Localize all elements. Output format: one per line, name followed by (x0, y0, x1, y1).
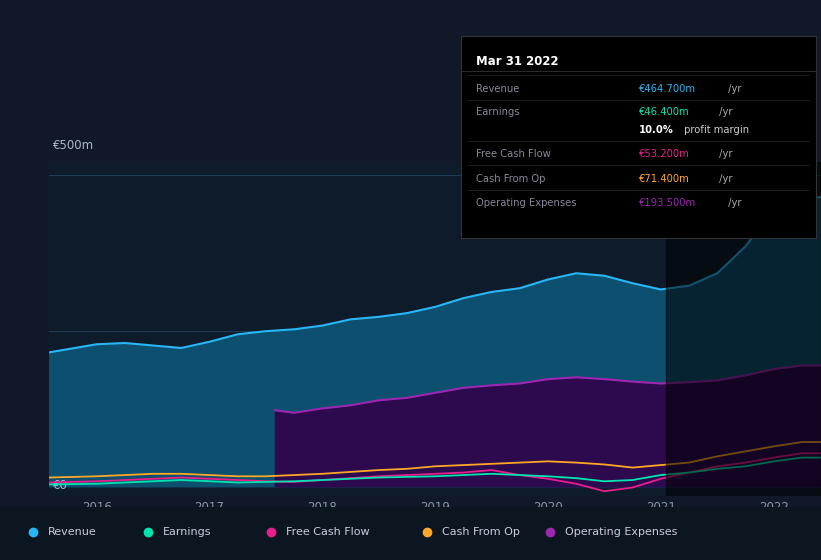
Text: Operating Expenses: Operating Expenses (475, 198, 576, 208)
Bar (667, 162, 821, 496)
Text: €71.400m: €71.400m (639, 174, 690, 184)
Text: /yr: /yr (725, 198, 742, 208)
Text: Mar 31 2022: Mar 31 2022 (475, 54, 558, 68)
Text: /yr: /yr (716, 174, 732, 184)
Text: Cash From Op: Cash From Op (442, 528, 520, 538)
Text: Earnings: Earnings (475, 107, 519, 117)
Text: Cash From Op: Cash From Op (475, 174, 545, 184)
Text: profit margin: profit margin (681, 125, 750, 135)
Text: Revenue: Revenue (48, 528, 96, 538)
Text: €46.400m: €46.400m (639, 107, 690, 117)
Text: Revenue: Revenue (475, 84, 519, 94)
Text: 10.0%: 10.0% (639, 125, 673, 135)
Text: /yr: /yr (716, 150, 732, 160)
Text: €0: €0 (53, 479, 68, 492)
Text: /yr: /yr (716, 107, 732, 117)
Text: Free Cash Flow: Free Cash Flow (475, 150, 550, 160)
Text: €500m: €500m (53, 139, 94, 152)
Text: €53.200m: €53.200m (639, 150, 690, 160)
Text: Free Cash Flow: Free Cash Flow (286, 528, 369, 538)
Text: €193.500m: €193.500m (639, 198, 696, 208)
Text: €464.700m: €464.700m (639, 84, 695, 94)
Text: Operating Expenses: Operating Expenses (565, 528, 677, 538)
Text: Earnings: Earnings (163, 528, 211, 538)
Text: /yr: /yr (725, 84, 742, 94)
